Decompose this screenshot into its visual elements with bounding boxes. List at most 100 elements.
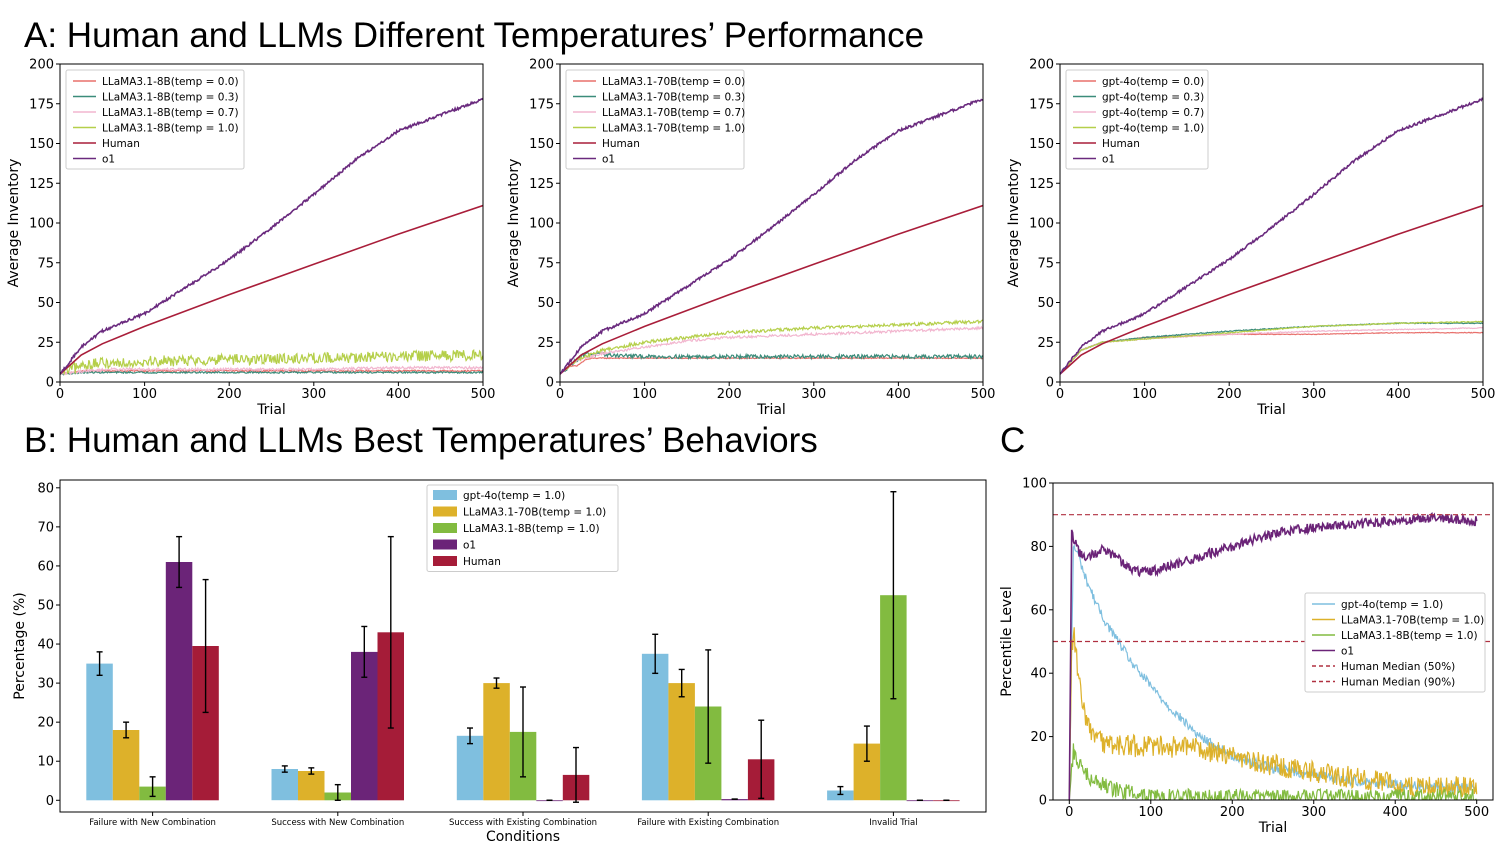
y-tick-label: 50 bbox=[537, 296, 554, 311]
legend-swatch bbox=[433, 490, 457, 500]
y-tick-label: 100 bbox=[1022, 477, 1047, 492]
legend-label: gpt-4o(temp = 1.0) bbox=[1102, 123, 1204, 135]
y-tick-label: 25 bbox=[37, 336, 54, 351]
y-tick-label: 80 bbox=[37, 481, 54, 496]
legend-label: LLaMA3.1-8B(temp = 1.0) bbox=[463, 523, 600, 535]
series-line-llama3-1-70b-temp-1-0 bbox=[560, 319, 983, 375]
series-line-llama3-1-70b-temp-0-3 bbox=[560, 350, 983, 375]
y-tick-label: 175 bbox=[29, 97, 54, 112]
heading-b: B: Human and LLMs Best Temperatures’ Beh… bbox=[24, 421, 818, 460]
x-tick-label: 200 bbox=[217, 387, 242, 402]
y-tick-label: 60 bbox=[37, 559, 54, 574]
legend-swatch bbox=[433, 539, 457, 550]
y-tick-label: 25 bbox=[1037, 336, 1054, 351]
legend-label: Human bbox=[463, 556, 501, 568]
legend-label: LLaMA3.1-70B(temp = 1.0) bbox=[463, 507, 606, 519]
y-tick-label: 50 bbox=[1037, 296, 1054, 311]
series-line-human bbox=[560, 204, 983, 375]
legend-swatch bbox=[433, 556, 457, 566]
legend-label: LLaMA3.1-70B(temp = 0.0) bbox=[602, 76, 745, 88]
panel-a-middle: 0 100 200 300 400 500 0 25 50 75 100 125 150 175 200 Tr… bbox=[506, 58, 995, 419]
legend-label: LLaMA3.1-8B(temp = 1.0) bbox=[1341, 630, 1478, 642]
x-tick-label: 300 bbox=[1301, 387, 1326, 402]
heading-a: A: Human and LLMs Different Temperatures… bbox=[24, 16, 925, 55]
plot-frame bbox=[1052, 482, 1494, 801]
legend: gpt-4o(temp = 1.0) LLaMA3.1-70B(temp = 1.… bbox=[1304, 592, 1486, 693]
x-tick-label: 0 bbox=[556, 387, 564, 402]
x-tick-label: 0 bbox=[1065, 805, 1073, 820]
series-line-llama3-1-70b-temp-1-0 bbox=[1068, 627, 1478, 800]
y-tick-label: 125 bbox=[529, 177, 554, 192]
series-line-llama3-1-70b-temp-0-7 bbox=[560, 325, 983, 375]
legend-box bbox=[426, 484, 619, 572]
y-tick-label: 175 bbox=[529, 97, 554, 112]
x-tick-label: 200 bbox=[717, 387, 742, 402]
legend-label: o1 bbox=[102, 154, 115, 166]
y-tick-label: 60 bbox=[1030, 603, 1047, 618]
legend-swatch bbox=[433, 523, 457, 533]
legend-swatch bbox=[433, 506, 457, 517]
x-axis-label: Trial bbox=[756, 402, 786, 418]
bar-gpt-4o-temp-1-0 bbox=[271, 769, 298, 801]
series-group bbox=[560, 98, 983, 375]
y-tick-label: 150 bbox=[529, 137, 554, 152]
legend: gpt-4o(temp = 0.0) gpt-4o(temp = 0.3) gpt-… bbox=[1065, 69, 1209, 170]
series-line-llama3-1-8b-temp-0-3 bbox=[60, 370, 483, 376]
x-tick-label: 200 bbox=[1217, 387, 1242, 402]
series-line-o1 bbox=[60, 97, 483, 375]
y-tick-label: 75 bbox=[37, 256, 54, 271]
legend-label: Human bbox=[102, 138, 140, 150]
series-line-gpt-4o-temp-0-0 bbox=[1060, 331, 1483, 375]
y-tick-label: 50 bbox=[37, 296, 54, 311]
legend-label: o1 bbox=[1102, 154, 1115, 166]
bar-llama3-1-70b-temp-1-0 bbox=[298, 771, 325, 801]
category-label: Failure with New Combination bbox=[89, 818, 216, 828]
category-label: Invalid Trial bbox=[869, 818, 917, 828]
x-tick-label: 100 bbox=[1138, 805, 1163, 820]
y-tick-label: 50 bbox=[37, 598, 54, 613]
legend-label: Human Median (50%) bbox=[1341, 661, 1455, 673]
x-tick-label: 200 bbox=[1220, 805, 1245, 820]
bar-gpt-4o-temp-1-0 bbox=[827, 790, 854, 801]
legend-label: Human bbox=[1102, 138, 1140, 150]
legend-label: gpt-4o(temp = 0.3) bbox=[1102, 92, 1204, 104]
x-tick-label: 500 bbox=[971, 387, 996, 402]
legend-label: o1 bbox=[463, 540, 476, 552]
y-tick-label: 70 bbox=[37, 520, 54, 535]
y-tick-label: 125 bbox=[1029, 177, 1054, 192]
x-tick-label: 500 bbox=[1471, 387, 1496, 402]
bar-gpt-4o-temp-1-0 bbox=[456, 735, 484, 801]
legend-label: o1 bbox=[1341, 646, 1354, 658]
panel-c: 0 100 200 300 400 500 0 20 40 60 80 100 Trial Percent… bbox=[999, 477, 1494, 836]
x-tick-label: 300 bbox=[801, 387, 826, 402]
legend-box bbox=[1304, 592, 1486, 693]
panel-a-right: 0 100 200 300 400 500 0 25 50 75 100 125 150 175 200 Tr… bbox=[1006, 58, 1495, 419]
legend-label: gpt-4o(temp = 1.0) bbox=[463, 490, 565, 502]
y-axis-label: Average Inventory bbox=[6, 159, 22, 288]
y-tick-label: 100 bbox=[1029, 217, 1054, 232]
x-tick-label: 500 bbox=[1464, 805, 1489, 820]
legend-box bbox=[65, 69, 245, 170]
panel-b: 0 10 20 30 40 50 60 70 80 Failure with New Combin… bbox=[12, 479, 987, 845]
y-tick-label: 75 bbox=[537, 256, 554, 271]
series-line-gpt-4o-temp-1-0 bbox=[1060, 320, 1483, 375]
legend-label: Human bbox=[602, 138, 640, 150]
bar-gpt-4o-temp-1-0 bbox=[641, 653, 669, 801]
y-tick-label: 0 bbox=[46, 376, 54, 391]
y-tick-label: 150 bbox=[1029, 137, 1054, 152]
legend-label: o1 bbox=[602, 154, 615, 166]
y-tick-label: 100 bbox=[29, 217, 54, 232]
y-axis-label: Percentage (%) bbox=[12, 592, 28, 699]
y-tick-label: 40 bbox=[37, 638, 54, 653]
x-axis-label: Conditions bbox=[486, 829, 560, 845]
legend-box bbox=[565, 69, 745, 170]
y-tick-label: 80 bbox=[1030, 540, 1047, 555]
bar-gpt-4o-temp-1-0 bbox=[86, 663, 113, 801]
bar-llama3-1-70b-temp-1-0 bbox=[668, 683, 695, 801]
x-tick-label: 300 bbox=[1301, 805, 1326, 820]
bar-o1 bbox=[165, 562, 193, 801]
series-line-human bbox=[60, 204, 483, 375]
y-tick-label: 75 bbox=[1037, 256, 1054, 271]
series-line-llama3-1-8b-temp-1-0 bbox=[1068, 743, 1477, 800]
